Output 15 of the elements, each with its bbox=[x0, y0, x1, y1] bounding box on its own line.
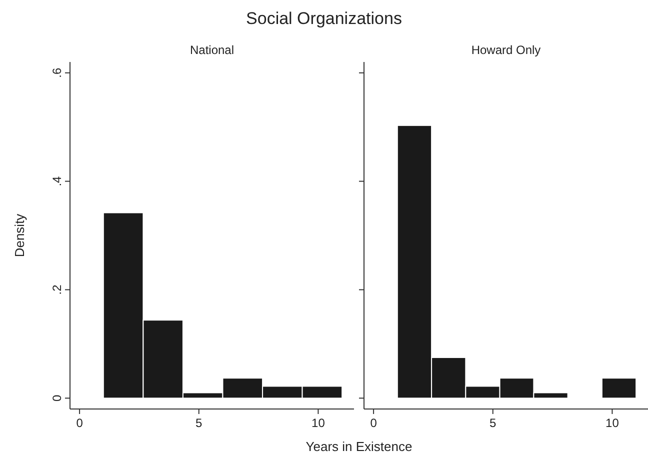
chart-subtitle: Howard Only bbox=[471, 43, 541, 57]
chart-subtitle: National bbox=[190, 43, 234, 57]
y-tick-label: .4 bbox=[50, 176, 64, 186]
x-tick-label: 5 bbox=[196, 416, 203, 430]
y-tick-label: 0 bbox=[50, 394, 64, 402]
y-tick-label: .6 bbox=[50, 68, 64, 78]
x-tick-label: 10 bbox=[312, 416, 326, 430]
y-axis-title: Density bbox=[12, 213, 27, 258]
x-axis-title: Years in Existence bbox=[306, 439, 412, 454]
chart-title: Social Organizations bbox=[246, 9, 402, 28]
y-tick-label: .2 bbox=[50, 284, 64, 295]
x-tick-label: 0 bbox=[370, 416, 378, 430]
x-tick-label: 5 bbox=[490, 416, 497, 430]
x-tick-label: 10 bbox=[606, 416, 620, 430]
x-tick-label: 0 bbox=[76, 416, 84, 430]
